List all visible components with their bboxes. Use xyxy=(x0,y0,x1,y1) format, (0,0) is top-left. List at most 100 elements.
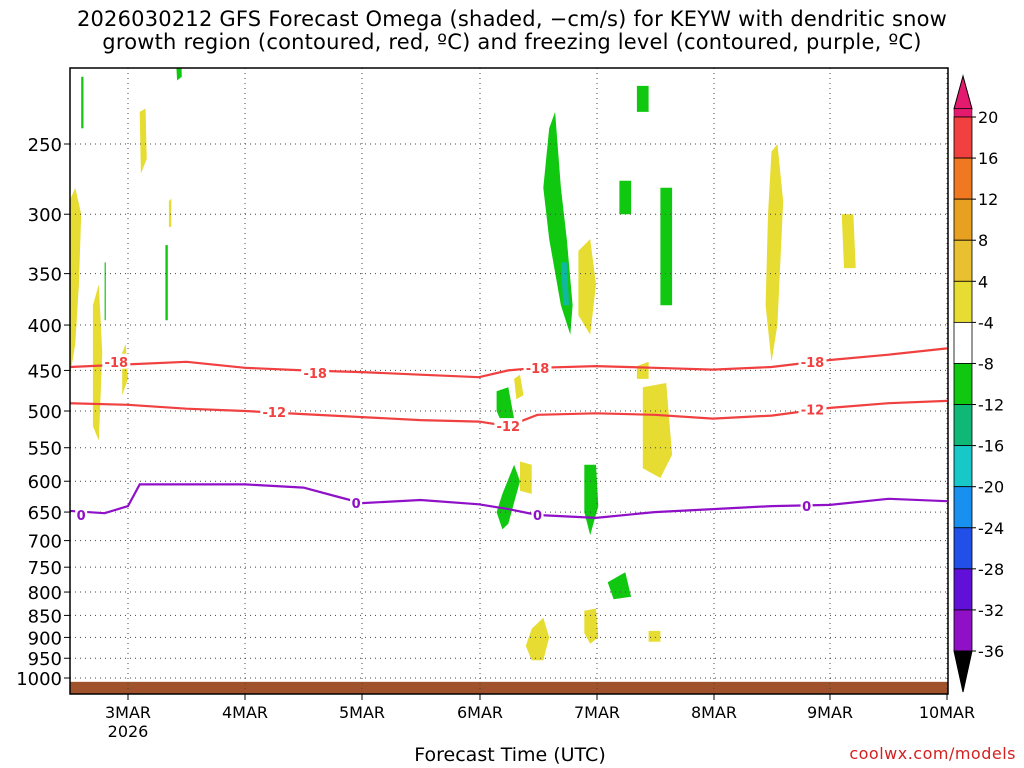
y-tick-label: 1000 xyxy=(16,669,62,690)
x-tick-label: 3MAR xyxy=(105,703,151,722)
omega-shade-15 xyxy=(765,144,784,362)
colorbar-top-arrow xyxy=(953,74,973,110)
contour-label-bg xyxy=(260,403,289,419)
colorbar-label: -12 xyxy=(978,396,1004,415)
contour-label: -18 xyxy=(526,362,550,377)
y-tick-label: 700 xyxy=(28,532,62,553)
colorbar-label: -8 xyxy=(978,354,994,373)
colorbar-segment xyxy=(953,609,973,652)
contour-label: 0 xyxy=(802,500,811,515)
y-tick-label: 250 xyxy=(28,135,62,156)
omega-shade-23 xyxy=(520,461,532,494)
colorbar-label: -4 xyxy=(978,313,994,332)
x-tick-label: 8MAR xyxy=(691,703,737,722)
contour-label-bg xyxy=(494,418,523,434)
y-tick-label: 350 xyxy=(28,265,62,286)
colorbar-segment xyxy=(953,321,973,364)
omega-shade-12 xyxy=(636,85,649,112)
colorbar-label: -28 xyxy=(978,560,1004,579)
contour-label: -12 xyxy=(263,406,287,421)
contour-label-bg xyxy=(301,364,330,380)
omega-shade-26 xyxy=(607,572,632,600)
contour-label-bg xyxy=(523,359,552,375)
contour-label-bg xyxy=(531,507,544,523)
contour-minus18-line xyxy=(70,347,948,379)
plot-area: -18 -18 -18 -18 -12 -12 -12 0 0 0 0 xyxy=(70,68,948,694)
colorbar-label: 8 xyxy=(978,231,988,250)
x-tick-label: 4MAR xyxy=(222,703,268,722)
colorbar-label: 4 xyxy=(978,272,988,291)
colorbar-label: -16 xyxy=(978,437,1004,456)
contour-label-bg xyxy=(75,507,88,523)
colorbar-label: -24 xyxy=(978,519,1004,538)
contour-label: -18 xyxy=(303,367,327,382)
contour-0-line xyxy=(70,483,948,520)
contour-label-bg xyxy=(102,353,131,369)
omega-shade-10 xyxy=(560,262,570,306)
x-tick-label: 6MAR xyxy=(457,703,503,722)
colorbar-segment xyxy=(953,198,973,241)
contour-label: 0 xyxy=(533,509,542,524)
x-tick-label: 5MAR xyxy=(339,703,385,722)
omega-shade-1 xyxy=(92,284,103,441)
x-tick-label: 7MAR xyxy=(574,703,620,722)
omega-shade-6 xyxy=(176,68,182,81)
chart-title-line1: 2026030212 GFS Forecast Omega (shaded, −… xyxy=(76,7,948,31)
colorbar-segment xyxy=(953,239,973,282)
omega-shade-4 xyxy=(168,198,172,227)
contour-label: -18 xyxy=(105,356,129,371)
chart-title-line2: growth region (contoured, red, ºC) and f… xyxy=(102,30,922,54)
colorbar-label: 12 xyxy=(978,190,998,209)
omega-shade-7 xyxy=(165,245,168,321)
x-tick-label: 10MAR xyxy=(919,703,975,722)
plot-frame xyxy=(69,67,949,695)
credit-link[interactable]: coolwx.com/models xyxy=(849,744,1016,763)
y-tick-label: 500 xyxy=(28,402,62,423)
omega-shade-13 xyxy=(619,180,632,215)
colorbar-segment xyxy=(953,527,973,570)
omega-shade-8 xyxy=(104,262,106,321)
colorbar-segment xyxy=(953,445,973,488)
x-tick-label: 9MAR xyxy=(807,703,853,722)
y-tick-label: 900 xyxy=(28,628,62,649)
y-tick-label: 750 xyxy=(28,558,62,579)
omega-shade-21 xyxy=(496,464,520,530)
omega-shade-5 xyxy=(81,76,84,129)
colorbar-bottom-arrow xyxy=(953,650,973,693)
colorbar-label: -20 xyxy=(978,478,1004,497)
colorbar-segment xyxy=(953,486,973,529)
omega-shade-25 xyxy=(584,608,599,644)
omega-shade-0 xyxy=(70,187,82,376)
colorbar-segment xyxy=(953,280,973,323)
y-tick-label: 650 xyxy=(28,503,62,524)
contour-label-bg xyxy=(350,495,363,511)
omega-shade-24 xyxy=(525,617,550,661)
contour-label: 0 xyxy=(352,497,361,512)
colorbar-segment xyxy=(953,157,973,200)
omega-shade-11 xyxy=(578,239,596,335)
contour-label: -12 xyxy=(801,403,825,418)
colorbar-segment xyxy=(953,568,973,611)
colorbar-label: 16 xyxy=(978,149,998,168)
omega-shade-22 xyxy=(584,464,599,536)
contour-label-bg xyxy=(798,401,827,417)
omega-shade-16 xyxy=(841,214,856,269)
omega-shade-20 xyxy=(636,361,649,379)
omega-shade-27 xyxy=(648,630,661,642)
omega-shade-18 xyxy=(514,374,524,400)
y-tick-label: 600 xyxy=(28,472,62,493)
colorbar-segment xyxy=(953,116,973,159)
colorbar-label: -32 xyxy=(978,601,1004,620)
y-tick-label: 800 xyxy=(28,583,62,604)
colorbar-label: -36 xyxy=(978,642,1004,661)
omega-shade-19 xyxy=(642,383,673,478)
y-tick-label: 450 xyxy=(28,361,62,382)
y-tick-label: 550 xyxy=(28,439,62,460)
colorbar-segment xyxy=(953,363,973,405)
y-tick-label: 850 xyxy=(28,606,62,627)
x-axis-label: Forecast Time (UTC) xyxy=(414,744,606,766)
y-tick-label: 950 xyxy=(28,649,62,670)
contour-label: -18 xyxy=(801,356,825,371)
omega-shade-14 xyxy=(660,187,673,306)
